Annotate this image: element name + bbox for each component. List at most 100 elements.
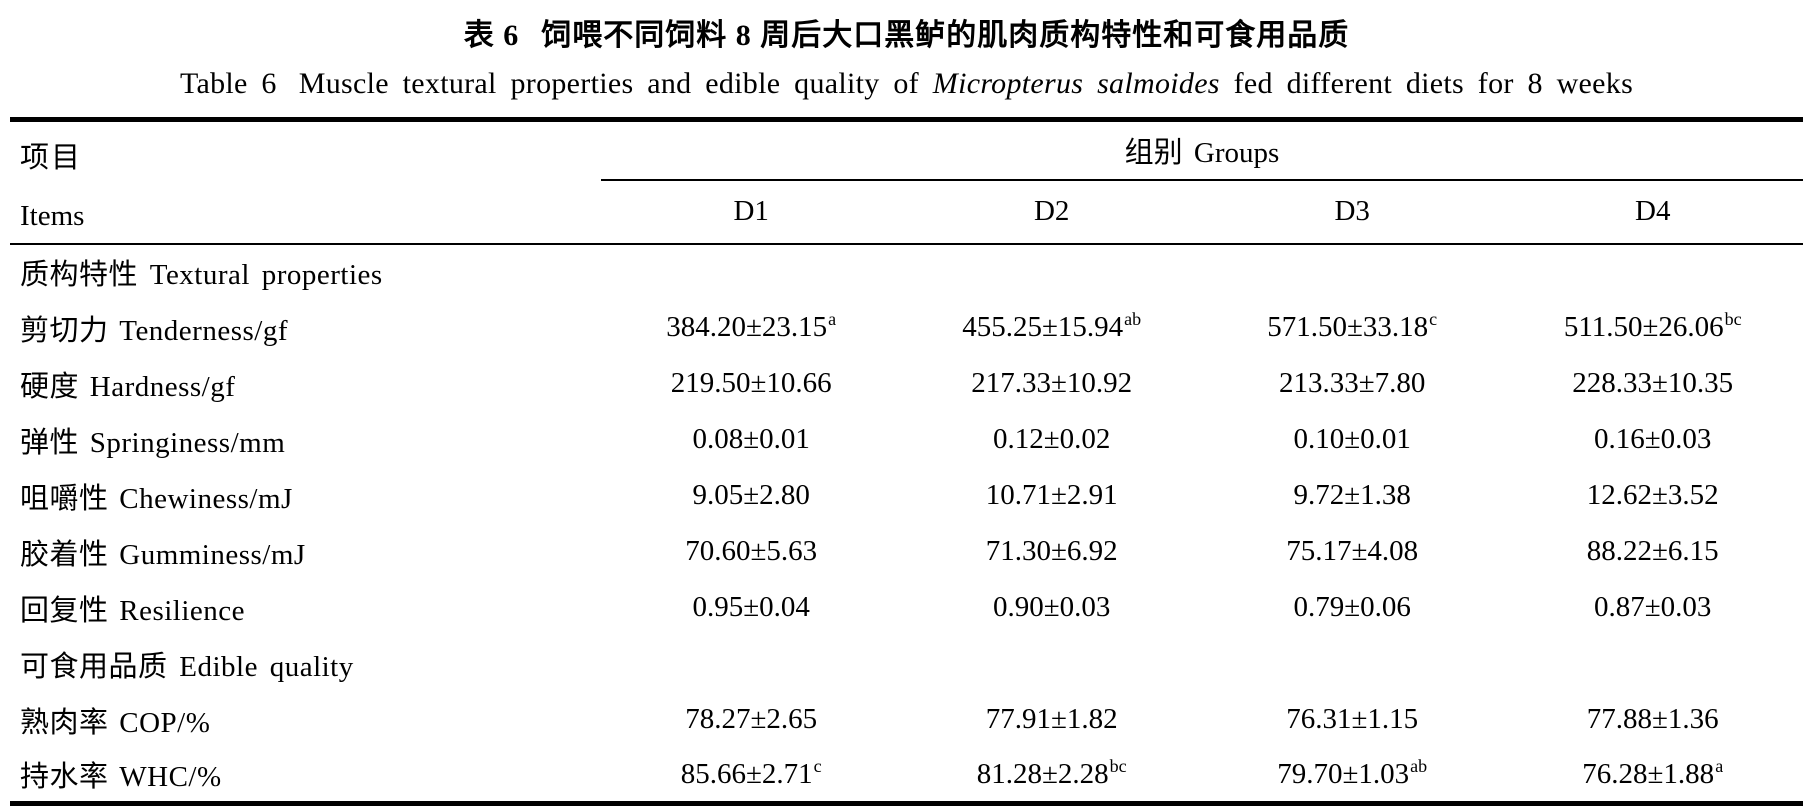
cell-value: 77.88±1.36 [1502,692,1803,748]
table-body: 质构特性 Textural properties 剪切力 Tenderness/g… [10,244,1803,804]
value-text: 384.20±23.15 [666,311,828,343]
title-en-before-species: Muscle textural properties and edible qu… [298,67,919,100]
table-row: 持水率 WHC/% 85.66±2.71c 81.28±2.28bc 79.70±1.… [10,748,1803,804]
value-text: 9.05±2.80 [692,479,810,511]
value-text: 77.91±1.82 [985,703,1118,735]
groups-label: 组别 Groups [1124,137,1280,170]
value-text: 70.60±5.63 [685,535,818,567]
cell-value: 217.33±10.92 [901,356,1202,412]
value-text: 75.17±4.08 [1286,535,1419,567]
table-number-zh: 表 6 [463,19,520,52]
column-header-d2: D2 [901,179,1202,245]
table-row: 硬度 Hardness/gf 219.50±10.66 217.33±10.92 21… [10,356,1803,412]
significance-superscript: c [1429,309,1438,330]
table-row: 剪切力 Tenderness/gf 384.20±23.15a 455.25±15.… [10,300,1803,356]
cell-value: 9.72±1.38 [1202,468,1503,524]
cell-value: 10.71±2.91 [901,468,1202,524]
items-header-cell: 项目 Items [10,119,601,245]
table-number-en: Table 6 [179,67,277,100]
cell-value: 219.50±10.66 [601,356,902,412]
cell-value: 0.16±0.03 [1502,412,1803,468]
significance-superscript: ab [1124,309,1142,330]
cell-value: 75.17±4.08 [1202,524,1503,580]
value-text: 85.66±2.71 [680,757,813,790]
value-text: 0.87±0.03 [1594,591,1712,623]
row-label: 硬度 Hardness/gf [20,370,236,403]
value-text: 217.33±10.92 [971,367,1133,399]
significance-superscript: a [828,309,837,330]
cell-value: 0.79±0.06 [1202,580,1503,636]
value-text: 0.08±0.01 [692,423,810,455]
cell-value: 78.27±2.65 [601,692,902,748]
cell-value: 0.95±0.04 [601,580,902,636]
value-text: 0.95±0.04 [692,591,810,623]
value-text: 0.79±0.06 [1293,591,1411,623]
cell-value: 79.70±1.03ab [1202,748,1503,804]
row-label: 持水率 WHC/% [20,761,222,794]
value-text: 78.27±2.65 [685,703,818,735]
value-text: 77.88±1.36 [1586,703,1719,735]
cell-value: 213.33±7.80 [1202,356,1503,412]
section-label: 可食用品质 Edible quality [20,650,354,683]
header-row-groups: 项目 Items 组别 Groups [10,119,1803,245]
row-label: 弹性 Springiness/mm [20,426,286,459]
row-label: 剪切力 Tenderness/gf [20,314,288,347]
section-label: 质构特性 Textural properties [20,259,383,291]
table-row: 熟肉率 COP/% 78.27±2.65 77.91±1.82 76.31±1.15 7… [10,692,1803,748]
row-label: 熟肉率 COP/% [20,706,211,739]
table-title-en: Table 6 Muscle textural properties and ed… [0,67,1813,101]
cell-value: 384.20±23.15a [601,300,902,356]
cell-value: 81.28±2.28bc [901,748,1202,804]
value-text: 76.31±1.15 [1286,703,1419,735]
table-title-zh-text: 饲喂不同饲料 8 周后大口黑鲈的肌肉质构特性和可食用品质 [541,19,1350,52]
value-text: 79.70±1.03 [1277,757,1410,790]
cell-value: 0.12±0.02 [901,412,1202,468]
cell-value: 0.87±0.03 [1502,580,1803,636]
value-text: 455.25±15.94 [962,311,1124,343]
cell-value: 0.90±0.03 [901,580,1202,636]
value-text: 571.50±33.18 [1267,311,1429,343]
cell-value: 71.30±6.92 [901,524,1202,580]
table-title-zh: 表 6 饲喂不同饲料 8 周后大口黑鲈的肌肉质构特性和可食用品质 [0,0,1813,54]
cell-value: 455.25±15.94ab [901,300,1202,356]
cell-value: 0.10±0.01 [1202,412,1503,468]
significance-superscript: c [813,756,822,777]
value-text: 0.12±0.02 [993,423,1111,455]
cell-value: 0.08±0.01 [601,412,902,468]
value-text: 71.30±6.92 [985,535,1118,567]
cell-value: 9.05±2.80 [601,468,902,524]
cell-value: 85.66±2.71c [601,748,902,804]
value-text: 88.22±6.15 [1586,535,1719,567]
table-row: 回复性 Resilience 0.95±0.04 0.90±0.03 0.79±0.0… [10,580,1803,636]
cell-value: 88.22±6.15 [1502,524,1803,580]
species-name-italic: Micropterus salmoides [932,67,1220,100]
section-header-row: 可食用品质 Edible quality [10,636,1803,692]
column-header-d1: D1 [600,179,902,245]
cell-value: 571.50±33.18c [1202,300,1503,356]
table-row: 弹性 Springiness/mm 0.08±0.01 0.12±0.02 0.10±… [10,412,1803,468]
value-text: 12.62±3.52 [1586,479,1719,511]
value-text: 511.50±26.06 [1563,311,1724,343]
items-label-en: Items [20,199,85,232]
cell-value: 511.50±26.06bc [1502,300,1803,356]
value-text: 0.16±0.03 [1594,423,1712,455]
value-text: 10.71±2.91 [985,479,1118,511]
significance-superscript: bc [1109,756,1127,777]
row-label: 咀嚼性 Chewiness/mJ [20,482,293,515]
cell-value: 77.91±1.82 [901,692,1202,748]
value-text: 81.28±2.28 [976,757,1109,790]
value-text: 219.50±10.66 [670,367,832,399]
value-text: 0.10±0.01 [1293,423,1411,455]
cell-value: 70.60±5.63 [601,524,902,580]
significance-superscript: bc [1724,309,1742,330]
data-table: 项目 Items 组别 Groups D1 D2 D3 D4 质构特性 Text… [10,117,1803,806]
column-header-d4: D4 [1502,179,1803,245]
row-label: 回复性 Resilience [20,594,246,627]
column-header-d3: D3 [1201,179,1503,245]
section-header-row: 质构特性 Textural properties [10,244,1803,300]
cell-value: 12.62±3.52 [1502,468,1803,524]
table-row: 胶着性 Gumminess/mJ 70.60±5.63 71.30±6.92 75.1… [10,524,1803,580]
cell-value: 76.28±1.88a [1502,748,1803,804]
cell-value: 228.33±10.35 [1502,356,1803,412]
